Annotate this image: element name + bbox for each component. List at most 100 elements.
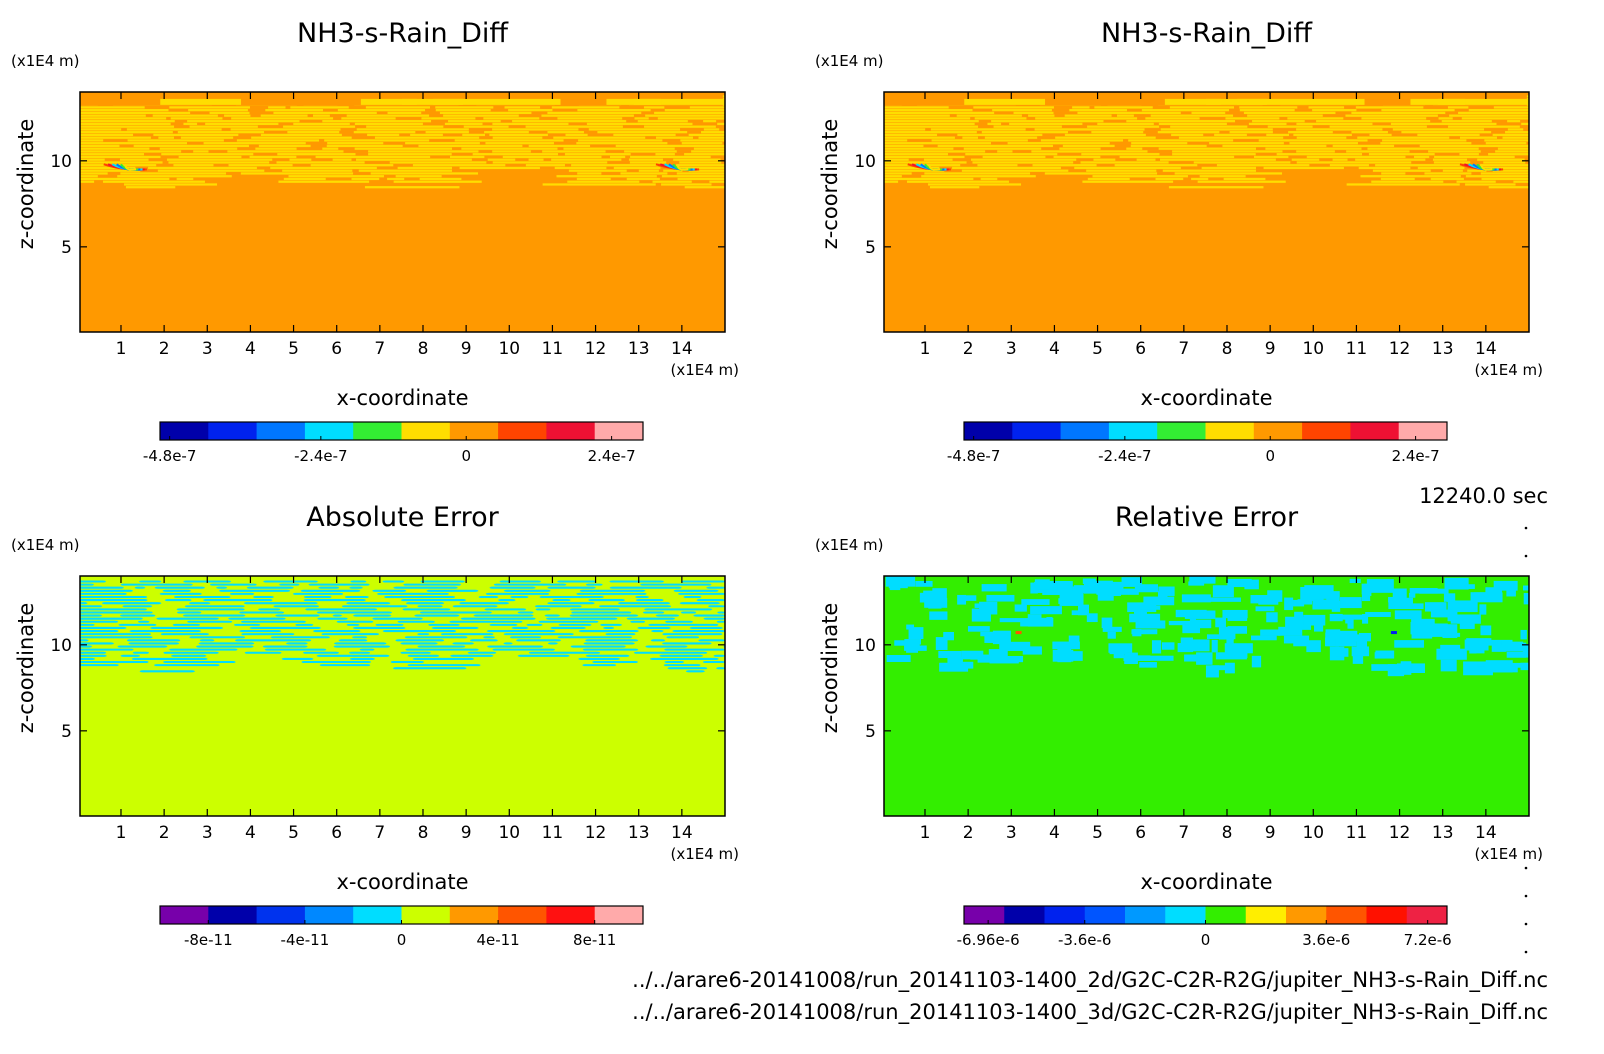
pattern-streak bbox=[487, 645, 544, 648]
pattern-streak bbox=[365, 106, 431, 109]
pattern-streak bbox=[503, 589, 551, 592]
pattern-streak bbox=[1150, 114, 1234, 117]
pattern-speckle bbox=[1408, 592, 1416, 598]
pattern-streak bbox=[884, 172, 912, 175]
pattern-streak bbox=[332, 158, 352, 161]
pattern-streak bbox=[433, 98, 561, 105]
pattern-speckle bbox=[981, 584, 1007, 592]
x-tick-label: 4 bbox=[245, 339, 256, 359]
pattern-streak bbox=[716, 620, 725, 623]
pattern-streak bbox=[508, 109, 553, 112]
pattern-streak bbox=[431, 626, 479, 629]
pattern-streak bbox=[80, 626, 127, 629]
pattern-streak bbox=[273, 605, 320, 608]
pattern-streak bbox=[923, 158, 953, 161]
pattern-speckle bbox=[1266, 612, 1278, 623]
pattern-streak bbox=[346, 623, 360, 626]
pattern-streak bbox=[547, 602, 595, 605]
pattern-streak bbox=[452, 642, 474, 645]
pattern-streak bbox=[492, 648, 555, 651]
pattern-streak bbox=[1055, 136, 1156, 139]
y-tick-label: 10 bbox=[50, 152, 72, 172]
x-tick-label: 11 bbox=[542, 339, 564, 359]
pattern-streak bbox=[435, 106, 494, 109]
pattern-streak bbox=[884, 109, 973, 112]
pattern-speckle bbox=[1347, 615, 1354, 629]
pattern-speckle bbox=[1297, 599, 1312, 605]
colorbar-swatch bbox=[1245, 906, 1287, 924]
x-axis-label: x-coordinate bbox=[1140, 870, 1272, 894]
pattern-streak bbox=[1239, 106, 1298, 109]
pattern-streak bbox=[341, 605, 408, 608]
pattern-streak bbox=[981, 131, 1068, 134]
pattern-streak bbox=[1492, 169, 1529, 172]
pattern-streak bbox=[547, 586, 596, 589]
pattern-streak bbox=[1086, 169, 1157, 172]
pattern-streak bbox=[187, 620, 233, 623]
pattern-streak bbox=[1087, 177, 1130, 181]
pattern-speckle bbox=[1528, 630, 1529, 642]
pattern-streak bbox=[80, 180, 95, 183]
pattern-streak bbox=[1080, 161, 1169, 164]
pattern-streak bbox=[538, 620, 599, 623]
y-tick-label: 5 bbox=[61, 722, 72, 742]
pattern-streak bbox=[691, 150, 725, 153]
pattern-streak bbox=[80, 605, 103, 608]
y-tick-label: 5 bbox=[865, 722, 876, 742]
pattern-streak bbox=[1064, 133, 1146, 137]
pattern-streak bbox=[633, 98, 725, 105]
x-tick-label: 5 bbox=[288, 339, 299, 359]
pattern-speckle bbox=[1022, 646, 1042, 655]
colorbar-swatch bbox=[1084, 906, 1126, 924]
colorbar-label: 2.4e-7 bbox=[588, 447, 636, 465]
pattern-streak bbox=[977, 164, 1018, 167]
pattern-speckle bbox=[923, 590, 944, 601]
chart-title: Absolute Error bbox=[306, 502, 499, 533]
pattern-speckle bbox=[1071, 610, 1088, 616]
pattern-speckle bbox=[1205, 665, 1219, 678]
pattern-streak bbox=[924, 172, 1031, 175]
pattern-streak bbox=[117, 645, 168, 648]
pattern-speckle bbox=[1258, 599, 1279, 605]
pattern-streak bbox=[240, 172, 354, 175]
pattern-streak bbox=[119, 158, 149, 161]
pattern-streak bbox=[126, 128, 222, 131]
pattern-streak bbox=[1484, 139, 1529, 142]
pattern-streak bbox=[525, 125, 623, 128]
pattern-speckle bbox=[1278, 626, 1303, 636]
pattern-streak bbox=[680, 139, 725, 142]
pattern-streak bbox=[80, 651, 107, 654]
pattern-streak bbox=[1119, 155, 1235, 159]
x-tick-label: 3 bbox=[1006, 339, 1017, 359]
pattern-streak bbox=[282, 169, 353, 172]
pattern-speckle bbox=[1520, 629, 1527, 640]
pattern-streak bbox=[1097, 122, 1154, 126]
chart-title: Relative Error bbox=[1115, 502, 1299, 533]
pattern-streak bbox=[160, 98, 242, 105]
pattern-streak bbox=[219, 589, 291, 592]
pattern-speckle bbox=[1361, 593, 1371, 602]
pattern-streak bbox=[1432, 158, 1467, 161]
pattern-streak bbox=[655, 136, 693, 139]
pattern-streak bbox=[1448, 125, 1520, 128]
pattern-streak bbox=[1172, 153, 1256, 156]
pattern-streak bbox=[205, 122, 279, 126]
plot-frame bbox=[79, 575, 726, 817]
pattern-streak bbox=[168, 161, 270, 164]
pattern-streak bbox=[478, 595, 499, 599]
pattern-streak bbox=[1031, 150, 1148, 153]
pattern-speckle bbox=[1466, 638, 1492, 644]
pattern-streak bbox=[101, 602, 162, 605]
pattern-streak bbox=[80, 136, 151, 139]
pattern-streak bbox=[667, 667, 708, 670]
pattern-streak bbox=[605, 633, 636, 636]
pattern-speckle bbox=[1375, 650, 1395, 659]
pattern-streak bbox=[1059, 147, 1101, 150]
chart-title: NH3-s-Rain_Diff bbox=[1101, 18, 1313, 49]
pattern-streak bbox=[80, 630, 119, 633]
pattern-speckle bbox=[977, 654, 999, 663]
heatmap-background bbox=[884, 92, 1529, 332]
pattern-streak bbox=[650, 639, 666, 642]
pattern-speckle bbox=[1206, 634, 1231, 640]
colorbar-swatch bbox=[208, 906, 258, 924]
